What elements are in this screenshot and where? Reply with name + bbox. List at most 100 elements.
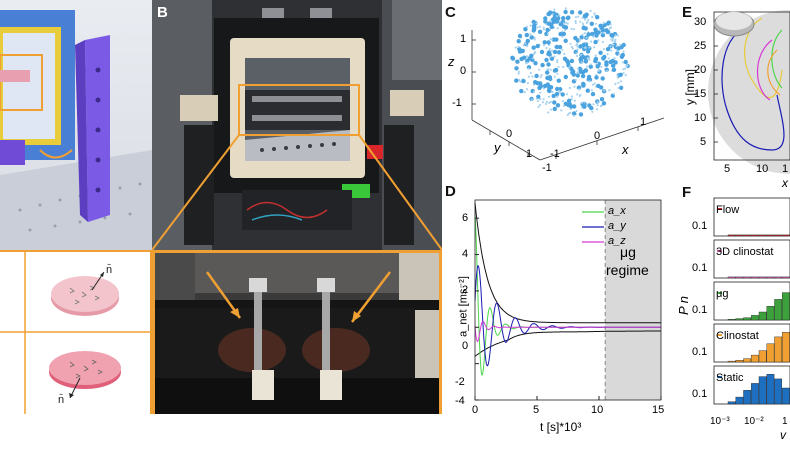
sphere-point	[514, 78, 519, 83]
e-ytick-30: 30	[694, 16, 707, 28]
sphere-point	[619, 80, 623, 83]
sphere-point	[586, 57, 589, 60]
sphere-point	[571, 111, 577, 116]
sphere-point	[590, 89, 593, 92]
sphere-point	[558, 14, 561, 17]
ug-regime-shade	[605, 200, 661, 400]
sphere-point	[569, 58, 575, 64]
series-color-marker	[717, 334, 722, 336]
sphere-point	[542, 40, 547, 45]
series-color-marker	[717, 292, 722, 294]
histogram-bar	[758, 311, 767, 321]
sphere-point	[544, 102, 548, 105]
d-ytick-4: 4	[462, 248, 469, 260]
sphere-point	[541, 101, 544, 104]
sphere-point	[574, 20, 577, 23]
histogram-bar	[774, 276, 783, 279]
histogram-bar	[766, 374, 775, 405]
sphere-point	[608, 27, 611, 30]
sphere-point	[520, 48, 525, 54]
sphere-point	[539, 98, 542, 101]
sphere-point	[562, 22, 566, 25]
sphere-point	[600, 65, 603, 68]
sphere-point	[602, 31, 605, 34]
sphere-point	[567, 66, 570, 69]
sphere-point	[552, 49, 558, 55]
sphere-point	[575, 54, 579, 58]
sphere-point	[518, 78, 521, 82]
histogram-bar	[782, 332, 790, 363]
sphere-point	[517, 72, 520, 75]
f-ytick-3: 0.1	[692, 304, 708, 316]
legend-ax: a_x	[608, 205, 626, 217]
sphere-point	[566, 98, 572, 104]
histogram-bar	[782, 387, 790, 405]
f-series-static: Static	[716, 372, 744, 384]
sphere-point	[543, 19, 548, 24]
sphere-point	[542, 28, 545, 31]
histogram-bar	[766, 276, 775, 279]
sphere-point	[551, 13, 554, 16]
sphere-point	[556, 78, 561, 83]
sphere-point	[517, 46, 522, 52]
sphere-point	[545, 27, 550, 33]
sphere-point	[549, 100, 552, 104]
sphere-point	[547, 75, 552, 80]
sphere-point	[547, 95, 551, 98]
sphere-point	[517, 70, 520, 73]
panel-b-photo: B	[151, 0, 443, 251]
sphere-point	[514, 66, 519, 71]
sphere-point	[609, 32, 614, 38]
sphere-point	[607, 57, 610, 60]
sphere-point	[589, 21, 594, 26]
sphere-point	[590, 91, 596, 97]
sphere-point	[519, 88, 524, 94]
sphere-point	[588, 64, 593, 69]
sphere-point	[533, 38, 536, 41]
sphere-point	[576, 71, 579, 74]
sphere-point	[578, 39, 581, 42]
panel-d-chart: D a_x a_y a_z μg regime 6 4 2 0 -2 -4 0 …	[442, 180, 682, 444]
sphere-point	[587, 103, 592, 108]
sphere-point	[573, 85, 576, 88]
sphere-point	[517, 33, 523, 39]
sphere-point	[585, 49, 591, 54]
sphere-point	[553, 67, 559, 73]
sphere-point	[565, 15, 571, 21]
sphere-point	[540, 73, 543, 77]
sphere-point	[621, 61, 625, 64]
sphere-point	[578, 44, 583, 49]
normal-vector-label-bottom: n̄	[58, 394, 65, 406]
sphere-point	[552, 100, 557, 105]
sphere-point	[560, 109, 563, 112]
histogram-bar	[735, 318, 744, 321]
sphere-point	[562, 104, 566, 107]
sphere-point	[614, 40, 617, 43]
sphere-point	[578, 10, 583, 15]
sphere-point	[535, 43, 540, 49]
sphere-point	[534, 73, 539, 79]
f-xlabel: v	[780, 428, 786, 442]
sphere-point	[548, 48, 551, 51]
sphere-point	[617, 86, 620, 90]
sphere-point	[609, 23, 612, 26]
sphere-point	[515, 59, 520, 64]
sphere-point	[538, 84, 543, 89]
sphere-point	[620, 52, 625, 58]
sphere-point	[556, 50, 562, 55]
x-tick-0: 0	[594, 130, 601, 142]
sphere-point	[519, 80, 522, 83]
sphere-point	[586, 32, 591, 37]
sphere-point	[603, 89, 606, 92]
legend-az: a_z	[608, 235, 626, 247]
histogram-bar	[782, 234, 790, 237]
histogram-bar	[774, 378, 783, 405]
sphere-point	[572, 114, 576, 117]
sphere-point	[557, 65, 560, 68]
sphere-point	[588, 80, 591, 83]
sphere-point	[611, 63, 616, 68]
sphere-point	[609, 45, 612, 48]
sphere-point	[578, 112, 584, 117]
histogram-bar	[758, 350, 767, 363]
panel-label-d: D	[445, 183, 456, 200]
